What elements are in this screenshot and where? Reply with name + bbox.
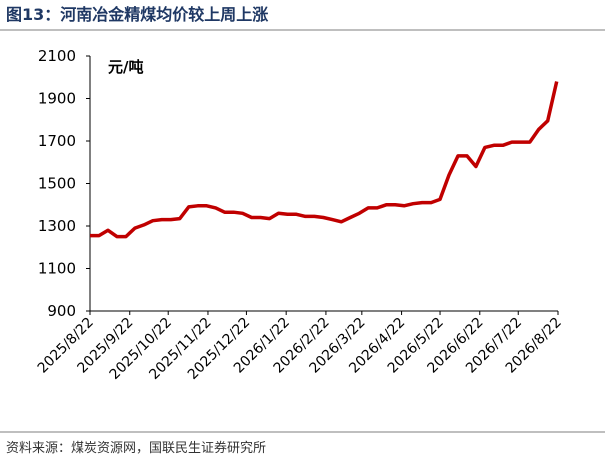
y-tick-label: 900 bbox=[47, 302, 76, 320]
source: 资料来源：煤炭资源网，国联民生证券研究所 bbox=[6, 440, 266, 456]
chart-title: 图13：河南冶金精煤均价较上周上涨 bbox=[6, 5, 268, 24]
y-axis-label: 元/吨 bbox=[108, 58, 143, 76]
y-tick-label: 1700 bbox=[38, 132, 76, 150]
y-tick-label: 1300 bbox=[38, 217, 76, 235]
line-series bbox=[90, 81, 559, 239]
y-tick-label: 1500 bbox=[38, 175, 76, 193]
y-tick-label: 2100 bbox=[38, 47, 76, 65]
y-tick-label: 1100 bbox=[38, 260, 76, 278]
y-tick-label: 1900 bbox=[38, 90, 76, 108]
